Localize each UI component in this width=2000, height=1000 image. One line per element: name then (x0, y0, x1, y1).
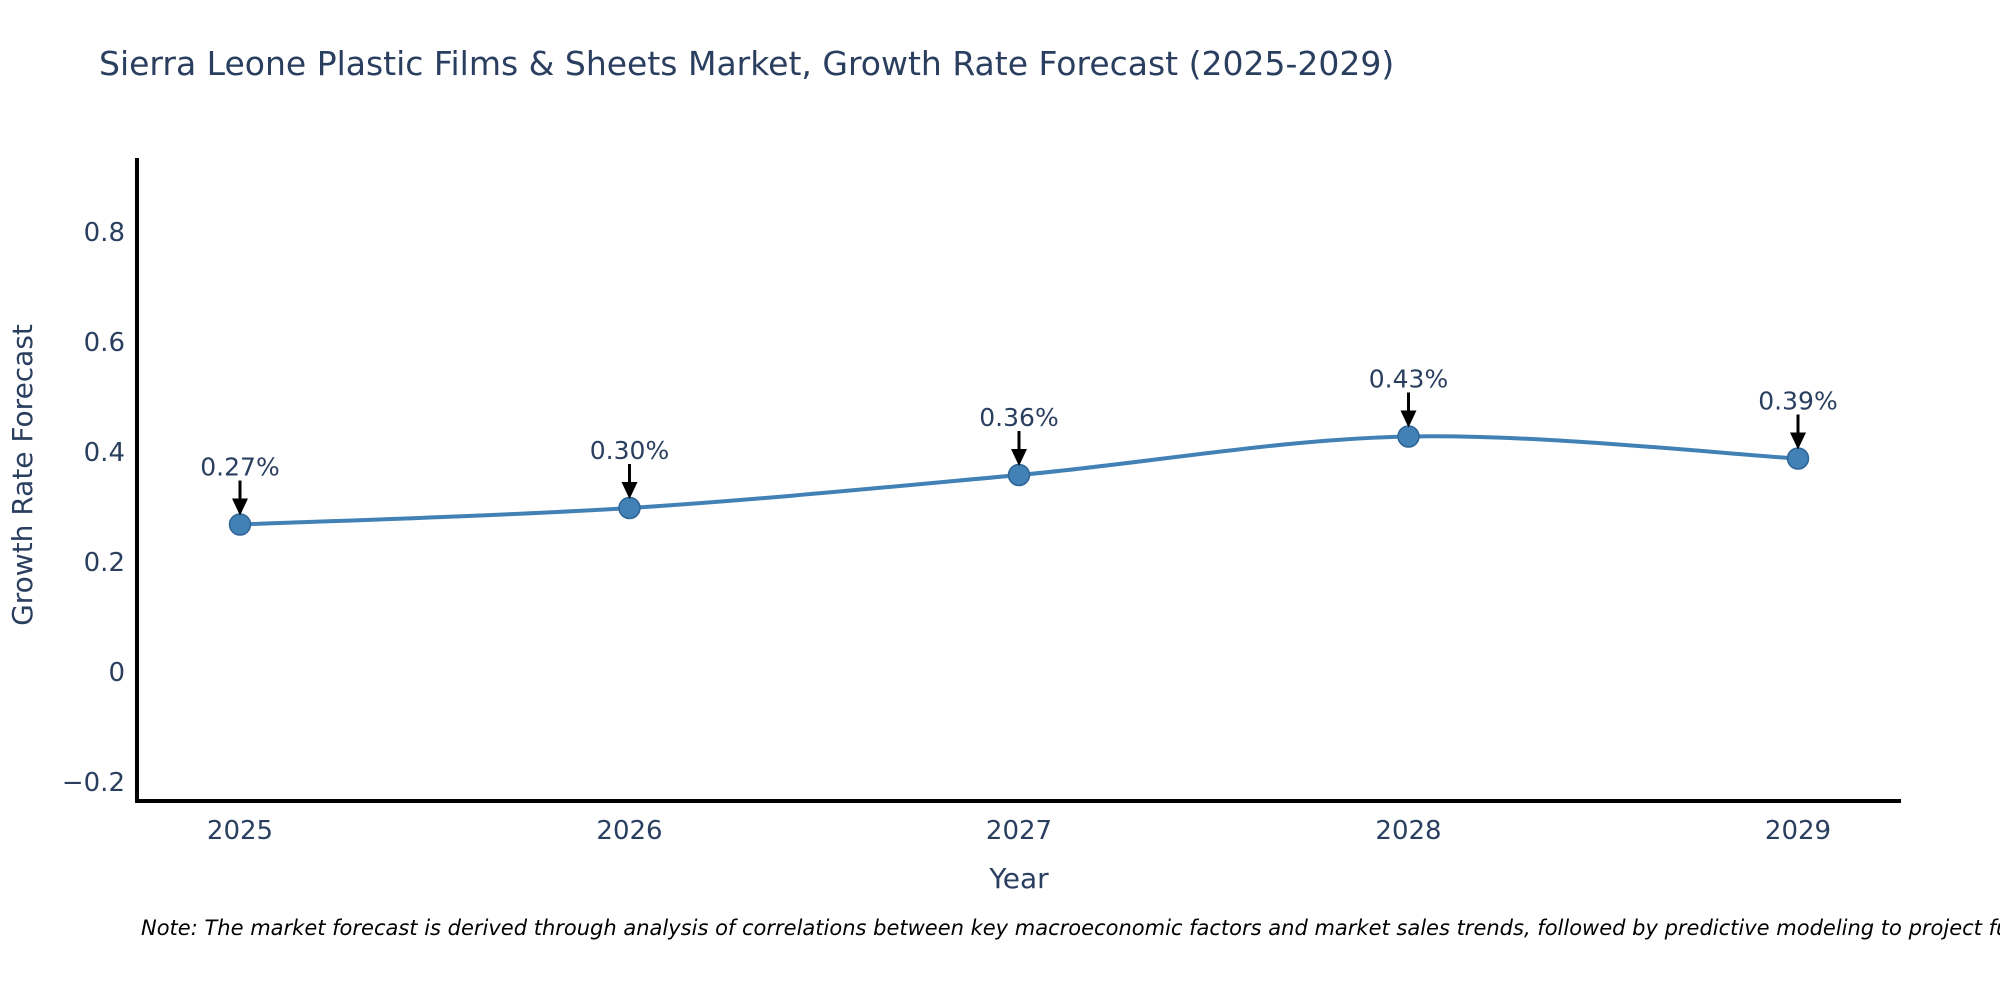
y-tick-label: 0 (108, 658, 125, 688)
x-tick-label: 2029 (1765, 816, 1831, 846)
y-tick-label: 0.2 (84, 548, 125, 578)
x-axis-title: Year (988, 862, 1049, 895)
point-value-label: 0.39% (1758, 387, 1837, 416)
data-point-marker[interactable] (618, 496, 641, 520)
x-tick-label: 2025 (207, 816, 273, 846)
annotation-arrowhead-icon (1790, 432, 1806, 450)
footnote: Note: The market forecast is derived thr… (141, 916, 2000, 940)
data-point-marker[interactable] (228, 513, 252, 536)
point-value-label: 0.30% (590, 436, 669, 465)
y-axis-title: Growth Rate Forecast (6, 324, 39, 626)
y-tick-label: −0.2 (62, 768, 125, 798)
y-tick-label: 0.8 (84, 218, 125, 248)
x-tick-label: 2027 (986, 816, 1052, 846)
y-tick-label: 0.6 (84, 328, 125, 358)
annotation-arrowhead-icon (621, 482, 638, 499)
annotation-arrowhead-icon (1011, 449, 1027, 466)
data-point-marker[interactable] (1397, 425, 1420, 448)
point-annotations: 0.27% 0.30% 0.36% 0.43% 0.39% (200, 365, 1838, 516)
y-axis-tick-labels: −0.2 0 0.2 0.4 0.6 0.8 (62, 218, 125, 798)
data-point-marker[interactable] (1007, 463, 1031, 487)
point-value-label: 0.36% (979, 403, 1058, 432)
annotation-arrowhead-icon (1400, 410, 1417, 428)
y-tick-label: 0.4 (84, 438, 125, 468)
x-axis-tick-labels: 2025 2026 2027 2028 2029 (207, 816, 1831, 846)
x-tick-label: 2028 (1375, 816, 1441, 846)
chart-title: Sierra Leone Plastic Films & Sheets Mark… (99, 44, 1395, 83)
x-tick-label: 2026 (596, 816, 662, 846)
annotation-arrowhead-icon (232, 498, 248, 516)
forecast-line-series (228, 425, 1810, 536)
point-value-label: 0.27% (200, 453, 279, 482)
data-point-marker[interactable] (1786, 447, 1810, 470)
point-value-label: 0.43% (1369, 365, 1448, 394)
